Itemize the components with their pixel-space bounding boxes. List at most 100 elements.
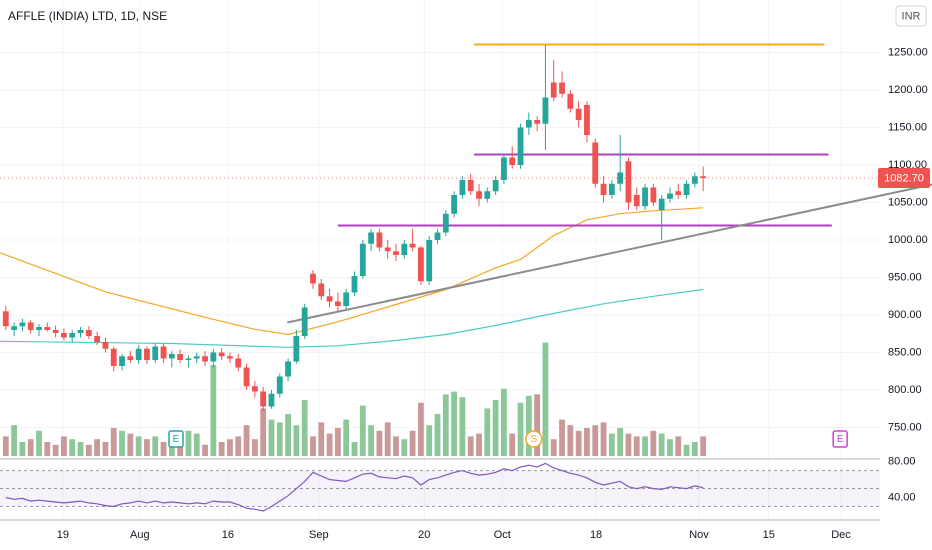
volume-bar xyxy=(119,430,125,456)
volume-bar xyxy=(501,388,507,456)
volume-bar xyxy=(667,439,673,456)
rsi-tick-label: 40.00 xyxy=(888,491,916,503)
volume-bar xyxy=(69,439,76,456)
candle-body xyxy=(160,346,167,359)
candle-body xyxy=(102,342,109,349)
volume-bar xyxy=(567,425,574,456)
candle-body xyxy=(293,336,300,362)
volume-bar xyxy=(102,442,109,456)
volume-bar xyxy=(2,436,9,456)
volume-bar xyxy=(368,425,374,456)
volume-bar xyxy=(243,425,250,456)
candle-body xyxy=(61,333,67,338)
candle-body xyxy=(2,311,9,327)
candle-body xyxy=(567,93,574,109)
candle-body xyxy=(334,301,341,306)
volume-bar xyxy=(683,444,690,456)
candle-body xyxy=(326,296,333,302)
y-tick-label: 1250.00 xyxy=(888,46,928,58)
x-tick-label: Dec xyxy=(831,529,851,541)
volume-bar xyxy=(235,436,242,456)
volume-bar xyxy=(642,436,648,456)
candle-body xyxy=(584,105,590,135)
candle-body xyxy=(550,82,557,98)
candle-body xyxy=(418,247,424,282)
volume-bar xyxy=(633,436,640,456)
candle-body xyxy=(442,213,449,233)
y-tick-label: 1000.00 xyxy=(888,234,928,246)
volume-bar xyxy=(467,436,474,456)
candle-body xyxy=(683,183,690,195)
candle-body xyxy=(235,358,242,368)
volume-bar xyxy=(459,397,466,456)
x-tick-label: 15 xyxy=(763,529,775,541)
candle-body xyxy=(119,356,125,366)
candle-body xyxy=(351,276,358,293)
moving-average-line xyxy=(0,288,704,348)
candle-body xyxy=(509,157,516,165)
rsi-line xyxy=(5,462,704,512)
volume-bar xyxy=(285,414,291,456)
volume-bar xyxy=(476,433,482,456)
candle-body xyxy=(667,193,673,199)
candle-body xyxy=(285,361,291,377)
candle-body xyxy=(525,120,532,128)
volume-bar xyxy=(451,391,458,456)
candle-body xyxy=(152,346,159,360)
volume-bar xyxy=(77,442,84,456)
candle-body xyxy=(318,283,325,297)
volume-bar xyxy=(691,442,698,456)
volume-bar xyxy=(351,442,358,456)
volume-bar xyxy=(293,425,300,456)
candle-body xyxy=(501,157,507,180)
candle-body xyxy=(675,191,682,195)
candle-body xyxy=(36,327,42,330)
x-tick-label: 19 xyxy=(57,529,69,541)
candle-body xyxy=(185,358,192,360)
candle-body xyxy=(658,198,665,210)
currency-badge[interactable] xyxy=(895,5,927,27)
candle-body xyxy=(127,356,134,360)
volume-bar xyxy=(168,444,175,456)
volume-bar xyxy=(434,414,441,456)
x-tick-label: 20 xyxy=(418,529,430,541)
y-tick-label: 900.00 xyxy=(888,309,922,321)
y-tick-label: 800.00 xyxy=(888,384,922,396)
candle-body xyxy=(409,243,416,248)
event-badge xyxy=(525,430,543,448)
volume-bar xyxy=(384,422,391,456)
candle-body xyxy=(276,376,283,394)
volume-bar xyxy=(426,425,433,456)
candle-body xyxy=(600,183,607,195)
candle-body xyxy=(650,187,657,203)
x-tick-label: Oct xyxy=(494,529,511,541)
volume-bar xyxy=(202,444,208,456)
candle-body xyxy=(268,393,275,407)
volume-bar xyxy=(144,439,150,456)
plot-area xyxy=(0,43,932,456)
candle-body xyxy=(542,97,549,124)
candle-body xyxy=(52,330,59,333)
volume-bar xyxy=(409,430,416,456)
y-tick-label: 1200.00 xyxy=(888,84,928,96)
x-tick-label: 16 xyxy=(222,529,234,541)
candle-body xyxy=(476,191,482,199)
candle-body xyxy=(575,108,582,120)
x-tick-label: Nov xyxy=(689,529,709,541)
volume-bar xyxy=(251,439,258,456)
volume-bar xyxy=(559,419,565,456)
volume-bar xyxy=(376,430,383,456)
candle-body xyxy=(44,327,51,330)
y-tick-label: 750.00 xyxy=(888,421,922,433)
last-price-badge xyxy=(878,167,930,188)
candle-body xyxy=(559,82,565,94)
volume-bar xyxy=(19,442,26,456)
candle-body xyxy=(202,356,208,362)
candle-body xyxy=(517,127,524,165)
volume-bar xyxy=(675,436,682,456)
volume-bar xyxy=(227,439,233,456)
volume-bar xyxy=(160,442,167,456)
y-tick-label: 950.00 xyxy=(888,271,922,283)
x-tick-label: Aug xyxy=(130,529,150,541)
